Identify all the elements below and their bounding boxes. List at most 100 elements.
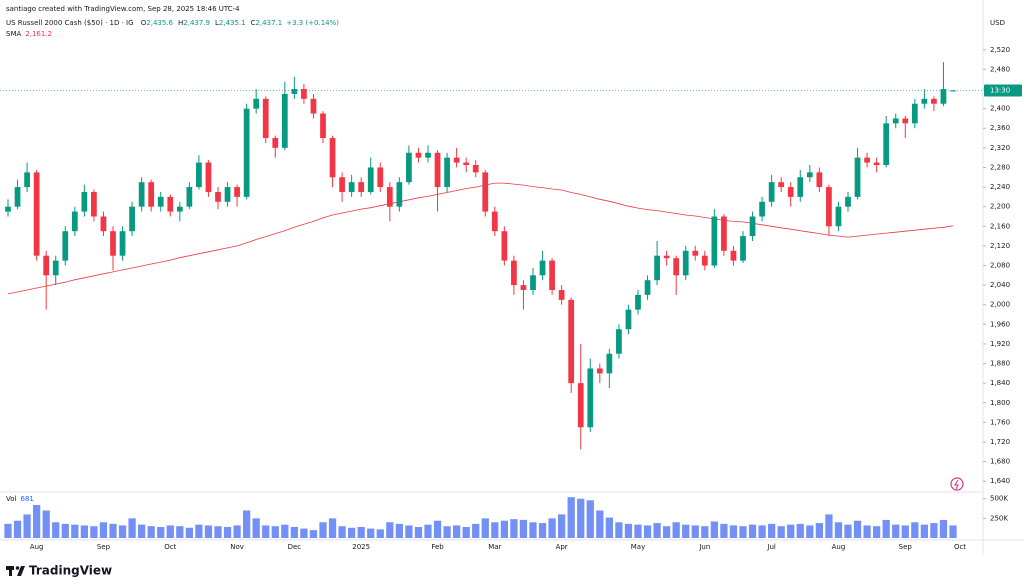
- candle-body: [931, 98, 937, 104]
- candle-body: [711, 216, 718, 266]
- y-tick-label: 1,680: [990, 458, 1010, 466]
- volume-bar: [453, 525, 461, 538]
- volume-bar: [42, 510, 50, 538]
- volume-bar: [376, 529, 384, 538]
- volume-bar: [911, 522, 919, 538]
- candle-body: [167, 196, 174, 212]
- candle-body: [329, 138, 336, 178]
- sma-line: [7, 182, 954, 295]
- volume-bar: [80, 525, 88, 538]
- y-tick-label: 1,640: [990, 477, 1010, 485]
- candle-body: [377, 167, 384, 188]
- y-tick-label: 2,040: [990, 281, 1010, 289]
- candle-body: [491, 211, 498, 232]
- candle-body: [768, 182, 775, 202]
- candle-body: [444, 157, 450, 188]
- candle-body: [262, 98, 269, 139]
- candle-body: [787, 187, 794, 197]
- candle-body: [501, 231, 508, 261]
- volume-bar: [128, 518, 136, 538]
- candle-body: [950, 90, 956, 92]
- candle-body: [472, 165, 479, 173]
- candle-body: [281, 93, 288, 148]
- candle-body: [243, 108, 250, 197]
- volume-bar: [13, 520, 22, 538]
- candle-body: [396, 182, 403, 207]
- volume-bar: [653, 523, 661, 538]
- volume-bar: [863, 525, 871, 538]
- candle-body: [358, 182, 365, 192]
- logo-mark: [9, 566, 12, 576]
- candle-body: [5, 206, 11, 212]
- volume-bar: [138, 524, 146, 538]
- volume-bar: [682, 524, 690, 538]
- candle-body: [759, 201, 765, 217]
- candle-body: [406, 152, 412, 183]
- candle-body: [320, 113, 326, 139]
- candle-body: [186, 187, 193, 207]
- volume-bar: [596, 510, 604, 538]
- candle-body: [129, 206, 135, 232]
- volume-bar: [243, 510, 251, 538]
- legend-value: 2,437.9: [183, 19, 210, 27]
- candle-body: [291, 89, 298, 94]
- volume-bar: [157, 527, 165, 538]
- y-tick-label: 1,800: [990, 399, 1010, 407]
- volume-bar: [357, 527, 365, 538]
- events-icon[interactable]: [950, 477, 964, 491]
- volume-bar: [548, 518, 556, 538]
- candle-body: [110, 231, 116, 256]
- y-tick-label: 2,000: [990, 301, 1010, 309]
- y-tick-label: 2,480: [990, 65, 1010, 73]
- events-icon-bolt: [954, 479, 959, 490]
- volume-bar: [873, 526, 881, 538]
- volume-bar: [109, 523, 117, 538]
- candle-body: [902, 118, 909, 124]
- candle-body: [539, 260, 546, 276]
- volume-bar: [99, 522, 108, 538]
- y-tick-label: 1,920: [990, 340, 1010, 348]
- volume-bar: [405, 525, 413, 538]
- y-tick-label: 2,240: [990, 183, 1010, 191]
- y-tick-label: 2,120: [990, 242, 1010, 250]
- volume-bar: [481, 518, 489, 538]
- x-tick-label: Jul: [766, 543, 776, 551]
- y-tick-label: 2,360: [990, 124, 1010, 132]
- candle-body: [682, 250, 689, 276]
- volume-bar: [262, 525, 270, 538]
- candle-body: [577, 383, 584, 428]
- candle-body: [463, 162, 470, 166]
- volume-bar: [844, 524, 852, 538]
- candle-body: [845, 196, 851, 207]
- candle-body: [892, 118, 899, 124]
- volume-bar: [233, 525, 241, 538]
- volume-bar: [176, 526, 184, 538]
- volume-bar: [252, 518, 260, 538]
- volume-bar: [768, 523, 776, 538]
- candle-body: [616, 329, 622, 354]
- candle-body: [606, 353, 613, 374]
- candle-body: [43, 255, 50, 276]
- candle-body: [587, 368, 594, 428]
- candle-body: [568, 299, 575, 384]
- logo-mark: [17, 566, 25, 576]
- candle-body: [205, 162, 212, 192]
- candle-body: [911, 103, 918, 124]
- volume-bar: [796, 523, 804, 538]
- volume-bar: [300, 528, 308, 538]
- candle-body: [71, 211, 78, 232]
- price-tag: [984, 84, 1022, 97]
- candle-body: [176, 206, 183, 212]
- volume-label: Vol: [6, 495, 17, 503]
- candle-body: [482, 172, 489, 212]
- candle-body: [921, 98, 928, 104]
- volume-bar: [529, 522, 537, 538]
- volume-bar: [510, 519, 518, 538]
- logo-text: TradingView: [29, 564, 112, 578]
- volume-bar: [491, 522, 499, 538]
- candle-body: [425, 152, 431, 158]
- candle-body: [549, 260, 555, 291]
- legend-value: 2,435.1: [219, 19, 246, 27]
- ohlc-legend: US Russell 2000 Cash ($50) · 1D · IG O2,…: [6, 19, 339, 27]
- x-tick-label: May: [631, 543, 645, 551]
